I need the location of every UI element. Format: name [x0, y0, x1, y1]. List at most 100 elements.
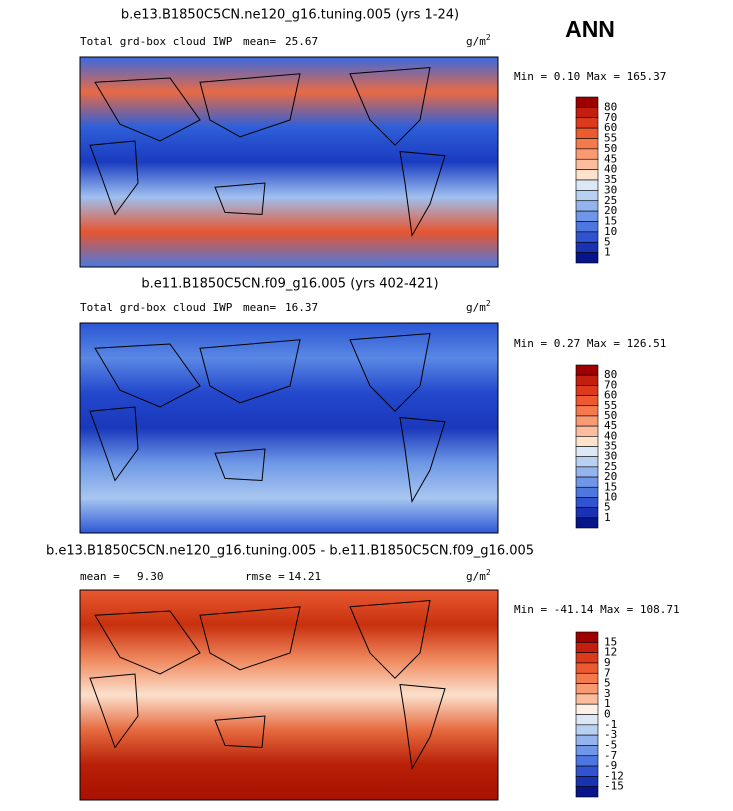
panel-title: b.e11.B1850C5CN.f09_g16.005 (yrs 402-421…: [141, 277, 438, 292]
colorbar-box: [575, 138, 599, 150]
colorbar-box: [575, 642, 599, 653]
coastline: [94, 77, 201, 142]
colorbar-box: [575, 446, 599, 457]
map-field: [79, 322, 499, 534]
colorbar-label: 70: [604, 378, 617, 391]
coastline: [399, 683, 446, 771]
field-label: Total grd-box cloud IWP: [80, 301, 233, 314]
min-max: Min = -41.14 Max = 108.71: [514, 603, 680, 616]
colorbar-box: [575, 497, 599, 508]
stat-value: 16.37: [285, 301, 318, 314]
colorbar-label: 55: [604, 399, 617, 412]
colorbar-box: [575, 169, 599, 181]
stat-value: 9.30: [137, 570, 164, 583]
coastline: [199, 339, 301, 404]
colorbar-box: [575, 252, 599, 264]
colorbar-label: 50: [604, 409, 617, 422]
colorbar-label: 1: [604, 697, 611, 710]
colorbar-label: 70: [604, 111, 617, 124]
colorbar-label: 12: [604, 646, 617, 659]
map-field: [79, 56, 499, 268]
coastline: [199, 73, 301, 138]
colorbar-label: 50: [604, 142, 617, 155]
colorbar-label: 5: [604, 677, 611, 690]
colorbar-box: [575, 517, 599, 529]
stat-value: 14.21: [288, 570, 321, 583]
stat-label: rmse =: [245, 570, 285, 583]
units: g/m2: [466, 568, 491, 584]
coastline: [214, 448, 266, 482]
colorbar-box: [575, 734, 599, 746]
stat-value: 25.67: [285, 35, 318, 48]
units-base: g/m: [466, 301, 486, 314]
colorbar-label: 30: [604, 450, 617, 463]
colorbar-label: 5: [604, 235, 611, 248]
colorbar-box: [575, 724, 599, 736]
colorbar-box: [575, 693, 599, 705]
colorbar-box: [575, 364, 599, 376]
colorbar-label: 10: [604, 225, 617, 238]
colorbar-label: 20: [604, 470, 617, 483]
colorbar-box: [575, 107, 599, 119]
colorbar-label: -12: [604, 769, 624, 782]
stat-label: mean=: [243, 35, 276, 48]
colorbar-label: -15: [604, 780, 624, 793]
colorbar-box: [575, 425, 599, 437]
panel-title: b.e13.B1850C5CN.ne120_g16.tuning.005 - b…: [46, 544, 534, 559]
colorbar-box: [575, 436, 599, 447]
colorbar-box: [575, 96, 599, 108]
colorbar-box: [575, 745, 599, 757]
colorbar-box: [575, 148, 599, 160]
colorbar-label: 35: [604, 440, 617, 453]
map-field: [79, 589, 499, 801]
colorbar-box: [575, 507, 599, 519]
coastline: [94, 343, 201, 408]
colorbar-label: 80: [604, 368, 617, 381]
units-exponent: 2: [486, 299, 491, 308]
colorbar-label: 60: [604, 121, 617, 134]
season-label: ANN: [565, 16, 615, 42]
colorbar-box: [575, 158, 599, 170]
units-exponent: 2: [486, 568, 491, 577]
colorbar-box: [575, 486, 599, 498]
colorbar-label: 15: [604, 635, 617, 648]
colorbar-label: 1: [604, 511, 611, 524]
colorbar-label: 45: [604, 419, 617, 432]
colorbar-label: -9: [604, 759, 617, 772]
colorbar-box: [575, 385, 599, 396]
coastline: [214, 182, 266, 216]
colorbar-label: 9: [604, 656, 611, 669]
colorbar-box: [575, 776, 599, 787]
coastline: [349, 599, 431, 679]
coastline: [94, 610, 201, 675]
colorbar-label: 15: [604, 480, 617, 493]
colorbar-box: [575, 405, 599, 417]
coastline: [89, 406, 139, 482]
colorbar-label: 45: [604, 152, 617, 165]
colorbar-label: -5: [604, 738, 617, 751]
colorbar-label: 80: [604, 100, 617, 113]
colorbar-label: 25: [604, 194, 617, 207]
colorbar-box: [575, 415, 599, 427]
stat-label: mean =: [80, 570, 120, 583]
colorbar-box: [575, 210, 599, 222]
colorbar-box: [575, 672, 599, 684]
units: g/m2: [466, 299, 491, 315]
colorbar-label: 60: [604, 389, 617, 402]
coastline: [214, 715, 266, 749]
panel-title: b.e13.B1850C5CN.ne120_g16.tuning.005 (yr…: [121, 8, 459, 23]
colorbar-box: [575, 221, 599, 233]
colorbar-label: 20: [604, 204, 617, 217]
colorbar-box: [575, 683, 599, 695]
colorbar-label: 0: [604, 708, 611, 721]
units-base: g/m: [466, 35, 486, 48]
colorbar-label: -1: [604, 718, 617, 731]
colorbar-box: [575, 231, 599, 243]
colorbar-box: [575, 127, 599, 139]
colorbar-box: [575, 179, 599, 191]
colorbar-label: -7: [604, 749, 617, 762]
min-max: Min = 0.10 Max = 165.37: [514, 70, 666, 83]
coastline: [199, 606, 301, 671]
colorbar-label: -3: [604, 728, 617, 741]
